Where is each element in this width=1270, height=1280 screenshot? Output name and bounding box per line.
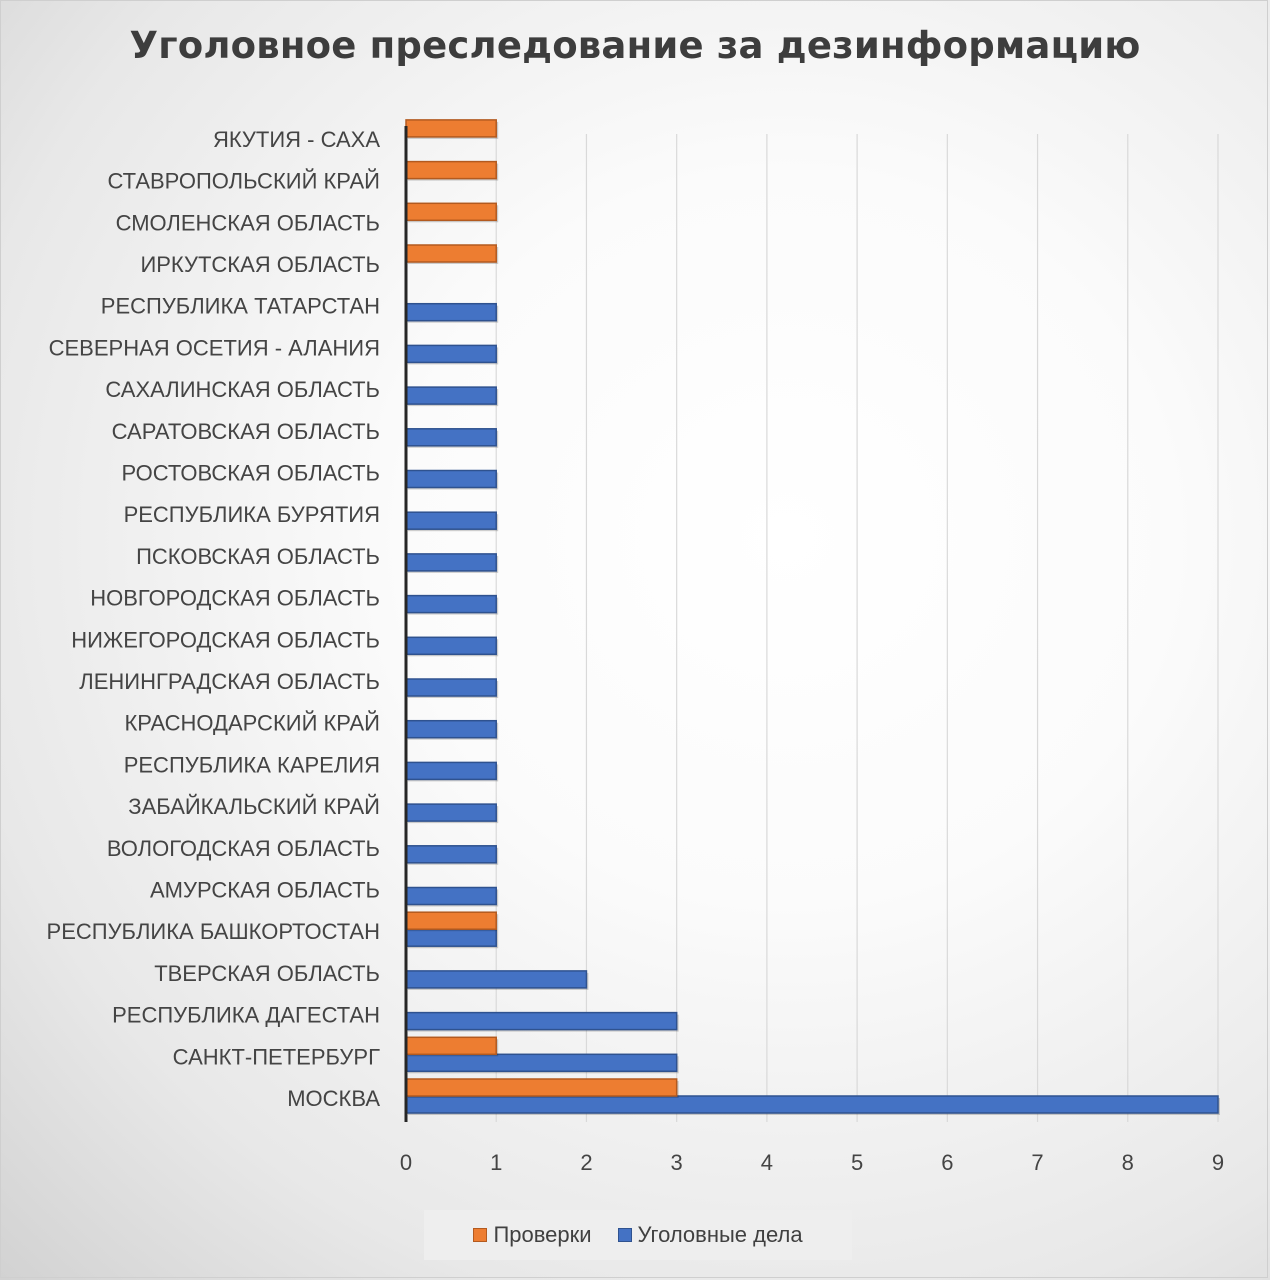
bar-criminal-cases: [405, 553, 497, 572]
bar-criminal-cases: [405, 428, 497, 447]
x-tick-label: 7: [1031, 1150, 1043, 1175]
bar-criminal-cases: [405, 594, 497, 614]
category-label: САХАЛИНСКАЯ ОБЛАСТЬ: [105, 377, 380, 402]
category-label: РЕСПУБЛИКА БУРЯТИЯ: [124, 502, 380, 527]
x-tick-label: 4: [761, 1150, 773, 1175]
bar-criminal-cases: [405, 761, 497, 781]
bar-checks: [405, 911, 497, 930]
category-label: МОСКВА: [287, 1086, 380, 1111]
bar-checks: [405, 1036, 497, 1056]
category-label: ИРКУТСКАЯ ОБЛАСТЬ: [140, 252, 380, 277]
category-label: ТВЕРСКАЯ ОБЛАСТЬ: [154, 961, 380, 986]
bar-criminal-cases: [405, 636, 497, 656]
category-label: СЕВЕРНАЯ ОСЕТИЯ - АЛАНИЯ: [49, 335, 380, 360]
x-tick-label: 3: [671, 1150, 683, 1175]
category-label: НИЖЕГОРОДСКАЯ ОБЛАСТЬ: [71, 627, 380, 652]
bar-criminal-cases: [405, 886, 497, 906]
bar-checks: [405, 202, 497, 222]
legend-item-criminal-cases: Уголовные дела: [617, 1222, 803, 1248]
bar-checks: [405, 1078, 678, 1097]
bars: [405, 119, 1220, 1115]
category-label: ПСКОВСКАЯ ОБЛАСТЬ: [136, 544, 380, 569]
x-tick-labels: 0 1 2 3 4 5 6 7 8 9: [400, 1150, 1224, 1175]
bar-criminal-cases: [405, 302, 497, 322]
bar-criminal-cases: [405, 1053, 678, 1073]
bar-criminal-cases: [405, 678, 497, 697]
category-label: САНКТ-ПЕТЕРБУРГ: [173, 1044, 380, 1069]
category-label: САРАТОВСКАЯ ОБЛАСТЬ: [112, 419, 380, 444]
bar-checks: [405, 119, 497, 138]
category-label: ВОЛОГОДСКАЯ ОБЛАСТЬ: [107, 836, 380, 861]
category-label: РЕСПУБЛИКА ДАГЕСТАН: [112, 1003, 380, 1028]
bar-criminal-cases: [405, 845, 497, 864]
bar-checks: [405, 244, 497, 263]
legend: Проверки Уголовные дела: [424, 1210, 852, 1260]
bar-criminal-cases: [405, 1095, 1219, 1114]
category-label: ЛЕНИНГРАДСКАЯ ОБЛАСТЬ: [79, 669, 380, 694]
legend-label-criminal-cases: Уголовные дела: [637, 1222, 803, 1247]
bar-criminal-cases: [405, 719, 497, 739]
gridlines: [495, 134, 1219, 1122]
legend-item-checks: Проверки: [473, 1222, 592, 1248]
bar-criminal-cases: [405, 1011, 678, 1031]
category-labels: МОСКВА САНКТ-ПЕТЕРБУРГ РЕСПУБЛИКА ДАГЕСТАН…: [47, 127, 381, 1111]
category-label: НОВГОРОДСКАЯ ОБЛАСТЬ: [90, 586, 380, 611]
category-label: ЗАБАЙКАЛЬСКИЙ КРАЙ: [128, 794, 380, 819]
category-label: КРАСНОДАРСКИЙ КРАЙ: [124, 711, 380, 736]
legend-swatch-checks: [473, 1228, 488, 1242]
legend-label-checks: Проверки: [493, 1222, 592, 1247]
bar-criminal-cases: [405, 511, 497, 530]
x-tick-label: 5: [851, 1150, 863, 1175]
x-tick-label: 2: [580, 1150, 592, 1175]
category-label: РОСТОВСКАЯ ОБЛАСТЬ: [121, 461, 380, 486]
category-label: ЯКУТИЯ - САХА: [213, 127, 380, 152]
bar-checks: [405, 160, 497, 180]
category-label: АМУРСКАЯ ОБЛАСТЬ: [150, 878, 380, 903]
category-label: СМОЛЕНСКАЯ ОБЛАСТЬ: [116, 210, 380, 235]
x-tick-label: 1: [490, 1150, 502, 1175]
x-tick-label: 9: [1212, 1150, 1224, 1175]
legend-swatch-criminal-cases: [617, 1228, 632, 1242]
bar-criminal-cases: [405, 970, 588, 989]
chart-title: Уголовное преследование за дезинформацию: [129, 24, 1141, 67]
bar-criminal-cases: [405, 344, 497, 364]
bar-criminal-cases: [405, 803, 497, 822]
x-tick-label: 0: [400, 1150, 412, 1175]
category-label: РЕСПУБЛИКА БАШКОРТОСТАН: [47, 919, 380, 944]
bar-criminal-cases: [405, 469, 497, 489]
x-tick-label: 6: [941, 1150, 953, 1175]
category-label: РЕСПУБЛИКА ТАТАРСТАН: [101, 294, 380, 319]
category-label: СТАВРОПОЛЬСКИЙ КРАЙ: [107, 169, 380, 194]
bar-criminal-cases: [405, 928, 497, 947]
bar-criminal-cases: [405, 386, 497, 405]
x-tick-label: 8: [1122, 1150, 1134, 1175]
category-label: РЕСПУБЛИКА КАРЕЛИЯ: [124, 752, 380, 777]
